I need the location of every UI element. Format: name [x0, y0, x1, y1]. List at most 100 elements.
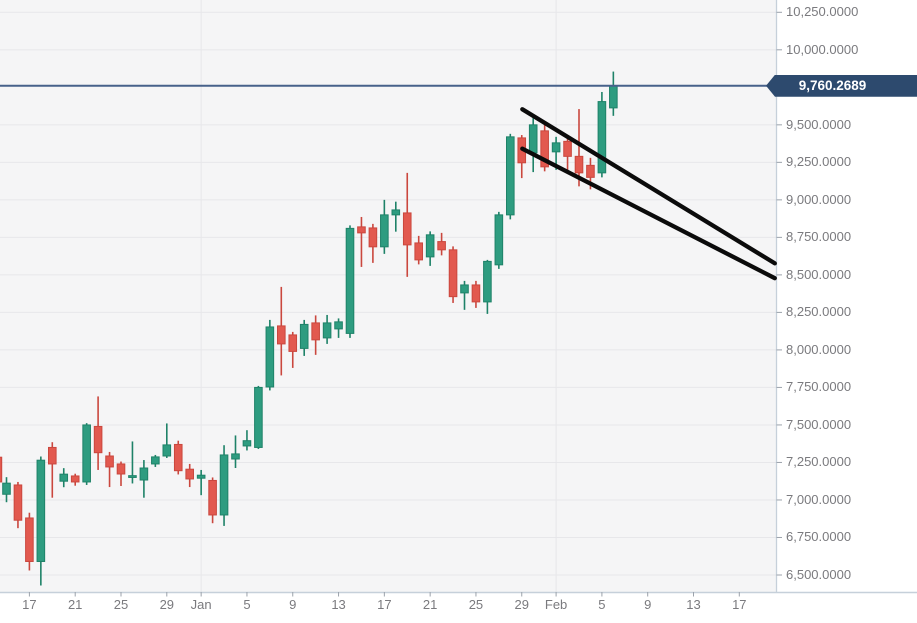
candle[interactable]: [494, 211, 504, 269]
candle[interactable]: [563, 135, 572, 172]
y-axis-label: 8,250.0000: [786, 304, 852, 320]
y-axis-label: 10,000.0000: [786, 41, 859, 57]
x-axis-label: Feb: [544, 597, 568, 612]
candle[interactable]: [540, 124, 549, 172]
candle[interactable]: [70, 473, 80, 486]
candle[interactable]: [437, 232, 446, 256]
candle[interactable]: [2, 477, 11, 503]
candle[interactable]: [506, 133, 515, 220]
candle[interactable]: [242, 430, 252, 451]
candle-body: [334, 321, 343, 330]
candle-body: [551, 142, 561, 153]
candle-body: [425, 234, 435, 258]
y-axis-label: 9,250.0000: [786, 154, 852, 170]
candle[interactable]: [185, 463, 194, 488]
candle-body: [2, 482, 11, 495]
candle[interactable]: [460, 280, 469, 310]
candle[interactable]: [59, 468, 69, 488]
candle[interactable]: [128, 441, 137, 484]
candle[interactable]: [402, 172, 412, 277]
candle[interactable]: [93, 396, 103, 470]
candle-body: [139, 467, 149, 481]
candle[interactable]: [208, 477, 217, 524]
x-axis-label: 17: [377, 597, 392, 612]
candle[interactable]: [345, 225, 355, 338]
candle[interactable]: [254, 385, 263, 449]
candle[interactable]: [414, 235, 423, 265]
y-axis-label: 8,750.0000: [786, 229, 852, 245]
candle-body: [254, 386, 263, 448]
candle[interactable]: [139, 460, 149, 498]
y-axis-label: 7,250.0000: [786, 454, 852, 470]
candle-body: [277, 325, 286, 345]
candle[interactable]: [322, 314, 332, 344]
candle[interactable]: [391, 201, 401, 232]
candle[interactable]: [425, 231, 435, 266]
candle[interactable]: [277, 286, 286, 376]
candle[interactable]: [231, 435, 240, 469]
candle[interactable]: [597, 91, 607, 178]
candle[interactable]: [36, 456, 46, 586]
candle-body: [460, 284, 469, 294]
candle-body: [242, 440, 252, 447]
x-axis-label: 13: [331, 597, 346, 612]
x-axis-label: 21: [67, 597, 83, 612]
candle[interactable]: [288, 331, 298, 368]
candle-body: [288, 334, 298, 352]
candle[interactable]: [82, 423, 91, 485]
candle[interactable]: [483, 259, 492, 314]
trendline-wedge-lower[interactable]: [520, 146, 777, 281]
candle[interactable]: [368, 223, 378, 263]
x-axis-label: 5: [598, 597, 606, 612]
trendline-wedge-upper[interactable]: [520, 107, 777, 266]
candle-body: [299, 323, 309, 349]
candle[interactable]: [13, 481, 23, 529]
candle[interactable]: [162, 423, 172, 458]
candle[interactable]: [173, 440, 183, 475]
candle-body: [586, 164, 595, 178]
x-axis-label: 9: [289, 597, 297, 612]
candle-body: [116, 463, 126, 475]
x-axis-label: 21: [422, 597, 438, 612]
y-axis-label: 10,250.0000: [786, 4, 859, 20]
candle-body: [506, 136, 515, 216]
candle[interactable]: [48, 442, 57, 498]
candle-body: [380, 214, 389, 248]
candle[interactable]: [105, 451, 114, 488]
candle-body: [93, 425, 103, 454]
current-price-tag: 9,760.2689: [766, 74, 917, 97]
candle[interactable]: [265, 319, 275, 391]
y-axis-label: 7,000.0000: [786, 491, 852, 507]
candle-body: [357, 226, 366, 234]
candle-body: [574, 155, 584, 174]
candle-body: [483, 260, 492, 303]
x-axis-label: 17: [732, 597, 747, 612]
candle[interactable]: [311, 315, 320, 355]
candle[interactable]: [219, 445, 229, 526]
candle[interactable]: [471, 280, 481, 308]
candle[interactable]: [574, 109, 584, 187]
candle-body: [36, 459, 46, 562]
x-axis-label: Jan: [190, 597, 212, 612]
candle[interactable]: [357, 216, 366, 267]
candle[interactable]: [299, 319, 309, 356]
candle[interactable]: [151, 454, 160, 467]
candle-body: [528, 124, 538, 154]
candle[interactable]: [196, 469, 206, 496]
candle[interactable]: [116, 461, 126, 487]
x-axis-label: 29: [159, 597, 175, 612]
candle-body: [196, 474, 206, 479]
y-axis-label: 7,750.0000: [786, 379, 852, 395]
candle-body: [48, 446, 57, 465]
y-axis-label: 8,000.0000: [786, 341, 852, 357]
candle[interactable]: [25, 512, 34, 571]
x-axis-label: 29: [514, 597, 529, 612]
candle[interactable]: [334, 318, 343, 338]
candle[interactable]: [448, 246, 458, 303]
x-axis-label: 9: [644, 597, 652, 612]
candle[interactable]: [0, 455, 3, 485]
candle[interactable]: [380, 199, 389, 254]
candle-body: [208, 479, 217, 516]
